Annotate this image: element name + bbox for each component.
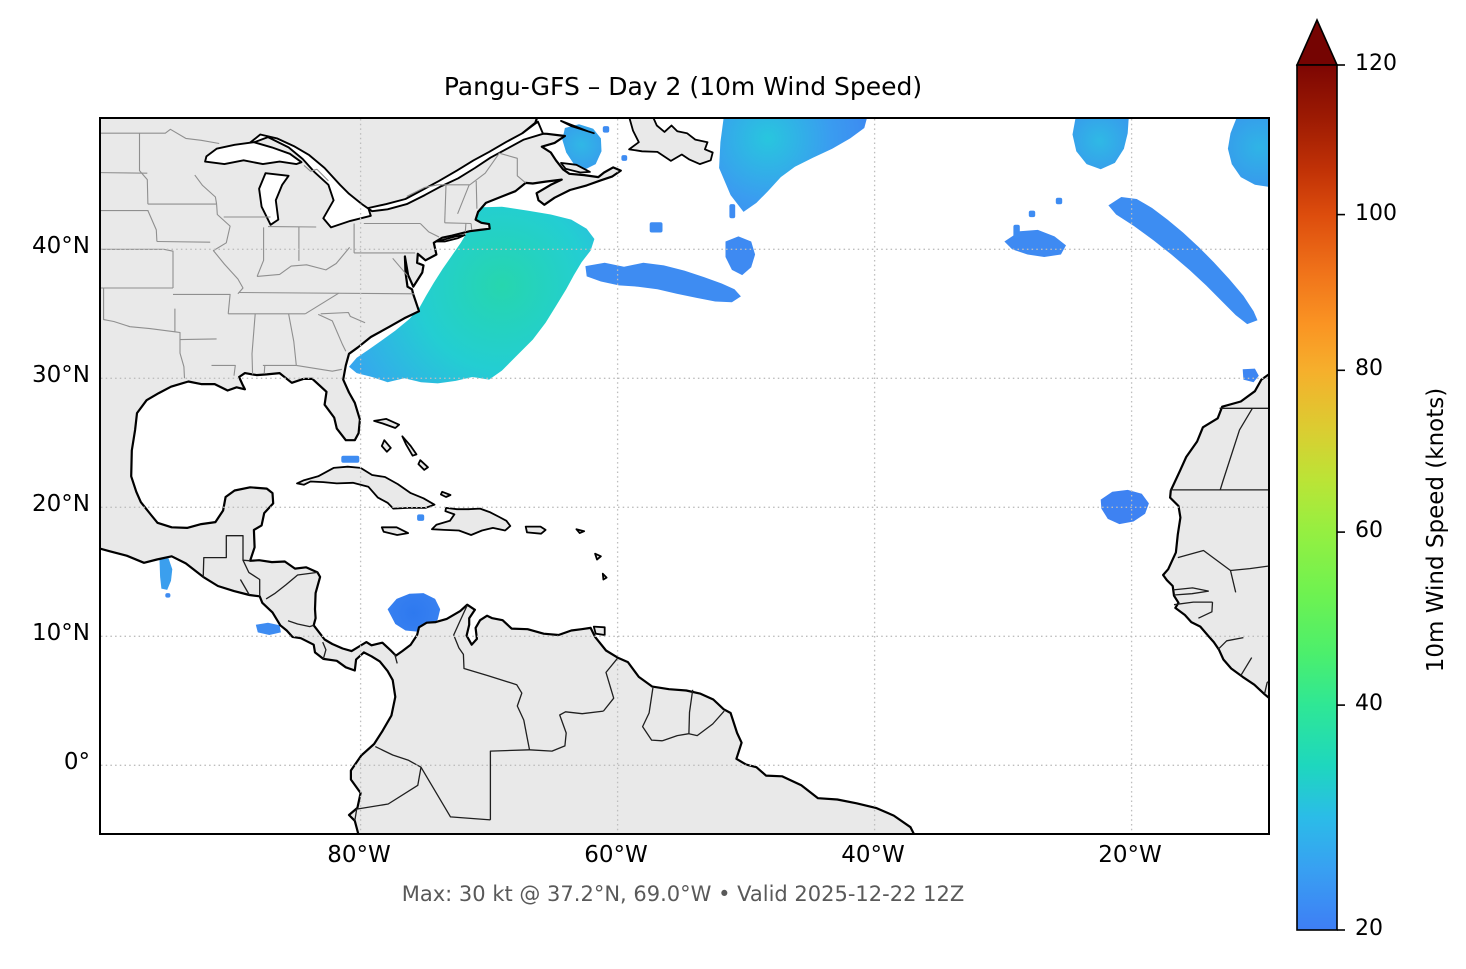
wind-patch-grand-banks [719, 119, 867, 212]
atlantic-map-canvas [101, 119, 1268, 833]
water-lake-michigan [258, 172, 290, 226]
lat-tick-label-10: 10°N [32, 620, 90, 646]
island-hispaniola [431, 507, 512, 536]
island-andros [380, 439, 392, 453]
wind-patch-morocco-offshore-dot [1242, 368, 1259, 383]
wind-spot-azores-dot-2 [1055, 197, 1063, 205]
island-trinidad [592, 625, 606, 636]
wind-patch-papagayo-jet [255, 622, 281, 635]
wind-spot-newfoundland-dot-2 [621, 155, 628, 161]
colorbar-tick-60: 60 [1355, 518, 1383, 543]
wind-spot-grand-banks-dash [729, 204, 736, 219]
island-martinique [601, 572, 608, 581]
island-prince-edward-island [560, 162, 591, 174]
coastline-americas [101, 119, 915, 833]
wind-patch-cabot-strait [562, 124, 602, 170]
figure-title: Pangu-GFS – Day 2 (10m Wind Speed) [443, 72, 923, 101]
wind-patch-mauritania-offshore [1100, 489, 1149, 525]
water-great-lakes-st-lawrence [246, 120, 544, 229]
colorbar-extend-arrow [1295, 18, 1339, 66]
wind-spot-azores-dot-1 [1028, 210, 1036, 218]
wind-patch-nw-atlantic-arm [585, 262, 741, 303]
wind-spot-newfoundland-dot-1 [602, 126, 610, 133]
colorbar-axis-label: 10m Wind Speed (knots) [1423, 387, 1449, 673]
country-borders-layer [202, 407, 1268, 821]
colorbar-tick-120: 120 [1355, 51, 1397, 76]
wind-patch-mid-atlantic-small [725, 236, 756, 276]
island-grand-bahama [373, 418, 400, 429]
lon-tick-label--80: 80°W [327, 842, 391, 868]
lakes-layer [204, 120, 544, 229]
wind-spot-hispaniola-dot [417, 514, 425, 521]
lat-tick-label-20: 20°N [32, 491, 90, 517]
lon-tick-label--20: 20°W [1098, 842, 1162, 868]
wind-patch-nw-atlantic-main [349, 206, 595, 384]
land-layer [101, 119, 1268, 833]
lon-tick-label--40: 40°W [841, 842, 905, 868]
wind-patch-azores-blob [1004, 229, 1066, 257]
island-leeward-1 [575, 528, 586, 534]
colorbar [1295, 16, 1355, 941]
island-cuba [296, 465, 436, 510]
state-borders-layer [101, 128, 527, 379]
wind-patch-tehuantepec-jet [159, 558, 173, 590]
gridlines-layer [101, 119, 1268, 833]
wind-spot-bahamas-bar [341, 455, 360, 463]
wind-patch-biscay-corner [1227, 119, 1268, 187]
lon-tick-label--60: 60°W [584, 842, 648, 868]
coastline-africa [1162, 373, 1268, 699]
colorbar-gradient-bar [1296, 64, 1338, 931]
colorbar-tick-80: 80 [1355, 356, 1383, 381]
colorbar-tick-100: 100 [1355, 201, 1397, 226]
island-inagua [440, 490, 452, 498]
wind-spot-tehuantepec-dot [165, 593, 171, 598]
island-guadeloupe [594, 552, 602, 561]
island-eleuthera [401, 435, 418, 457]
map-figure [99, 117, 1270, 835]
wind-patch-ne-atlantic-diagonal [1108, 197, 1258, 325]
island-long-island [436, 234, 466, 243]
wind-spot-nova-scotia-dot [649, 222, 663, 233]
colorbar-canvas [1295, 18, 1345, 931]
island-anticosti [560, 120, 595, 135]
island-puerto-rico [524, 525, 547, 535]
colorbar-tick-40: 40 [1355, 691, 1383, 716]
wind-patch-ne-atlantic-north [1072, 119, 1129, 170]
wind-spot-azores-dash [1013, 224, 1020, 238]
lat-tick-label-40: 40°N [32, 233, 90, 259]
island-long-island-bahamas [417, 459, 429, 471]
lat-tick-label-30: 30°N [32, 362, 90, 388]
lat-tick-label-0: 0° [63, 749, 90, 775]
water-lake-superior [204, 141, 303, 166]
island-jamaica [380, 526, 409, 536]
figure-caption: Max: 30 kt @ 37.2°N, 69.0°W • Valid 2025… [401, 882, 965, 906]
wind-shading-layer [159, 119, 1268, 635]
island-newfoundland [628, 119, 714, 165]
colorbar-tick-20: 20 [1355, 916, 1383, 941]
